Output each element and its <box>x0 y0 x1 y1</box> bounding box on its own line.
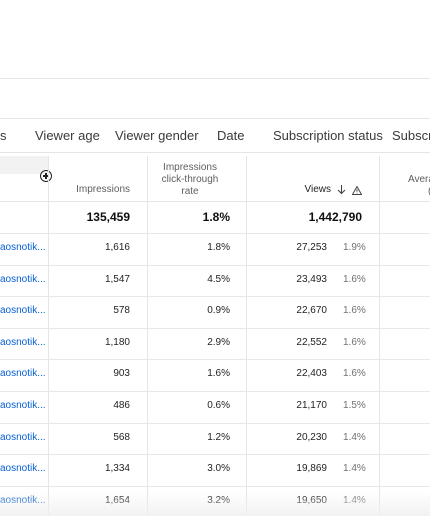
ctr-cell: 1.8% <box>207 242 230 253</box>
impressions-cell: 1,616 <box>104 242 130 253</box>
views-percent-cell: 1.6% <box>343 336 366 348</box>
views-percent-cell: 1.4% <box>343 463 366 475</box>
views-percent-cell: 1.6% <box>343 273 366 285</box>
tab-partial[interactable]: s <box>0 128 7 143</box>
table-row[interactable]: aosnotik... 1,616 1.8% 27,253 1.9% <box>0 233 430 265</box>
arrow-down-icon[interactable] <box>337 185 346 195</box>
views-cell: 22,670 <box>296 305 327 317</box>
header-shade <box>0 156 48 174</box>
ctr-cell: 0.6% <box>207 400 230 411</box>
table-row[interactable]: aosnotik... 568 1.2% 20,230 1.4% <box>0 422 430 455</box>
views-cell: 22,552 <box>296 336 327 348</box>
impressions-cell: 578 <box>113 305 130 317</box>
ctr-cell: 4.5% <box>207 273 230 285</box>
column-divider <box>246 156 247 516</box>
tab-date[interactable]: Date <box>217 128 245 143</box>
impressions-cell: 1,547 <box>104 273 130 285</box>
average-header-line2: ( <box>428 186 430 198</box>
bottom-fade <box>0 492 430 516</box>
ctr-header-line: rate <box>181 186 199 197</box>
video-title-link[interactable]: aosnotik... <box>0 305 46 317</box>
views-percent-cell: 1.6% <box>343 305 366 317</box>
views-cell: 27,253 <box>296 242 327 253</box>
ctr-header-line: Impressions <box>163 162 217 173</box>
dimension-tabs: s Viewer age Viewer gender Date Subscrip… <box>0 118 430 152</box>
views-header-label: Views <box>304 184 332 195</box>
video-title-link[interactable]: aosnotik... <box>0 336 46 348</box>
views-cell: 19,869 <box>296 463 327 475</box>
impressions-cell: 1,180 <box>104 336 130 348</box>
video-title-link[interactable]: aosnotik... <box>0 463 46 475</box>
ctr-cell: 0.9% <box>207 305 230 317</box>
video-title-link[interactable]: aosnotik... <box>0 273 46 285</box>
impressions-header[interactable]: Impressions <box>76 184 130 195</box>
column-divider <box>48 156 49 516</box>
impressions-cell: 486 <box>113 400 130 411</box>
total-views: 1,442,790 <box>308 210 362 224</box>
tab-viewer-age[interactable]: Viewer age <box>35 128 100 143</box>
tabs-top-divider <box>0 118 430 119</box>
table-row[interactable]: aosnotik... 1,334 3.0% 19,869 1.4% <box>0 454 430 486</box>
table-row[interactable]: aosnotik... 578 0.9% 22,670 1.6% <box>0 296 430 328</box>
ctr-cell: 1.6% <box>207 368 230 380</box>
column-divider <box>379 156 380 516</box>
views-header[interactable]: Views <box>250 184 362 196</box>
table-row[interactable]: aosnotik... 486 0.6% 21,170 1.5% <box>0 391 430 423</box>
views-percent-cell: 1.4% <box>343 431 366 443</box>
views-percent-cell: 1.9% <box>343 242 366 253</box>
total-impressions: 135,459 <box>86 210 130 224</box>
total-ctr: 1.8% <box>202 210 230 224</box>
views-percent-cell: 1.6% <box>343 368 366 380</box>
views-cell: 23,493 <box>296 273 327 285</box>
ctr-header[interactable]: Impressions click-through rate <box>150 162 230 198</box>
views-cell: 21,170 <box>296 400 327 411</box>
add-circle-icon[interactable] <box>40 170 52 182</box>
impressions-cell: 1,334 <box>104 463 130 475</box>
ctr-cell: 1.2% <box>207 431 230 443</box>
warning-icon[interactable] <box>352 185 362 195</box>
video-title-link[interactable]: aosnotik... <box>0 400 46 411</box>
tab-subscription-status[interactable]: Subscription status <box>273 128 383 143</box>
tabs-bottom-divider <box>0 152 430 153</box>
video-title-link[interactable]: aosnotik... <box>0 431 46 443</box>
views-percent-cell: 1.5% <box>343 400 366 411</box>
column-divider <box>147 156 148 516</box>
tab-subscription-more[interactable]: Subscrip <box>392 128 430 143</box>
impressions-cell: 568 <box>113 431 130 443</box>
video-title-link[interactable]: aosnotik... <box>0 242 46 253</box>
average-header[interactable]: Avera <box>408 174 430 185</box>
table-row[interactable]: aosnotik... 1,180 2.9% 22,552 1.6% <box>0 327 430 360</box>
views-cell: 22,403 <box>296 368 327 380</box>
ctr-header-line: click-through <box>161 174 219 185</box>
ctr-cell: 2.9% <box>207 336 230 348</box>
top-divider <box>0 78 430 79</box>
ctr-cell: 3.0% <box>207 463 230 475</box>
video-title-link[interactable]: aosnotik... <box>0 368 46 380</box>
table-row[interactable]: aosnotik... 903 1.6% 22,403 1.6% <box>0 359 430 391</box>
impressions-cell: 903 <box>113 368 130 380</box>
table-row[interactable]: aosnotik... 1,547 4.5% 23,493 1.6% <box>0 264 430 297</box>
tab-viewer-gender[interactable]: Viewer gender <box>115 128 199 143</box>
header-bottom-divider <box>0 201 430 202</box>
views-cell: 20,230 <box>296 431 327 443</box>
